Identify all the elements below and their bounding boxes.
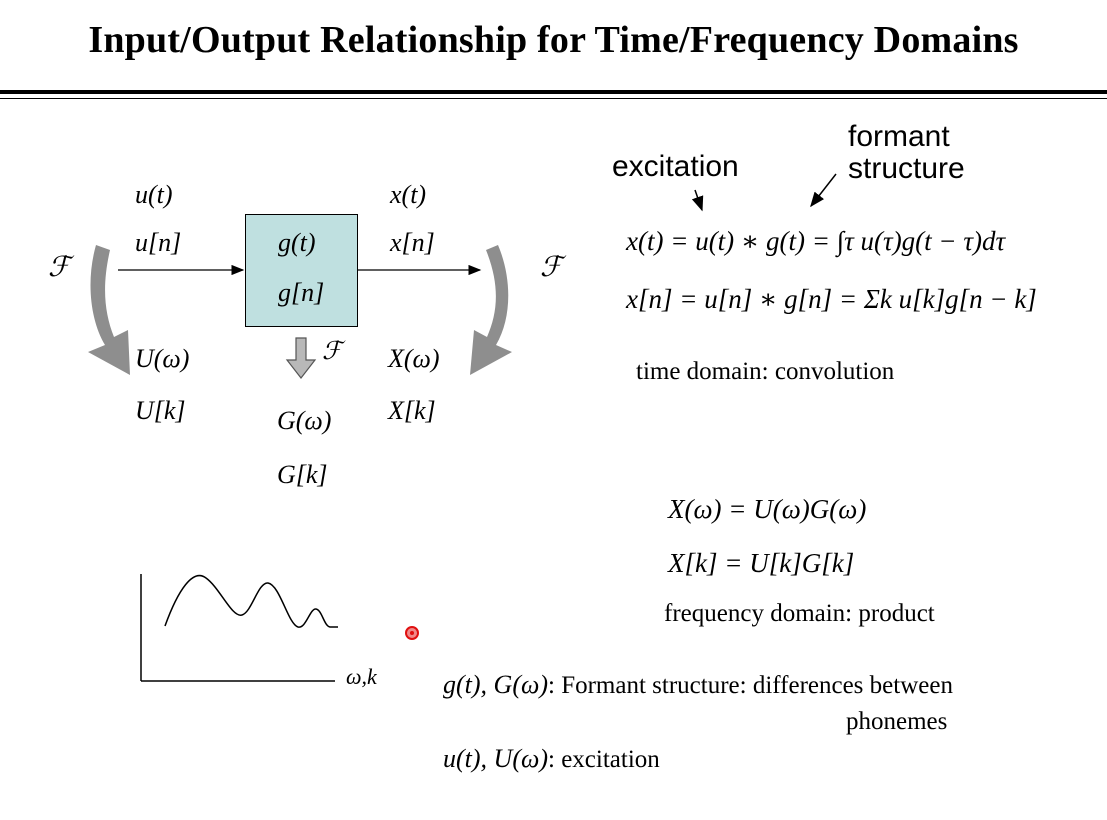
output-time-label: x(t) <box>390 180 427 209</box>
system-freq-label: G(ω) <box>277 406 332 435</box>
left-fourier-arrow-icon <box>88 245 130 375</box>
formant-note-text: : Formant structure: differences between <box>548 672 953 699</box>
title-rule-thin <box>0 98 1107 99</box>
convolution-continuous-equation: x(t) = u(t) ∗ g(t) = ∫τ u(τ)g(t − τ)dτ <box>626 226 1006 256</box>
formant-annotation-line2: structure <box>848 152 965 185</box>
output-discrete-label: x[n] <box>390 228 435 257</box>
product-continuous-equation: X(ω) = U(ω)G(ω) <box>668 494 867 524</box>
excitation-pointer-arrow <box>691 189 704 212</box>
system-discrete-label: g[n] <box>278 278 325 307</box>
excitation-note: u(t), U(ω): excitation <box>443 744 660 774</box>
right-fourier-symbol: ℱ <box>540 250 563 283</box>
formant-note-text-line2: phonemes <box>846 708 948 735</box>
left-fourier-symbol: ℱ <box>48 250 71 283</box>
plot-axis-label: ω,k <box>346 664 377 689</box>
input-time-label: u(t) <box>135 180 173 209</box>
cursor-dot-center <box>410 631 414 635</box>
formant-note-symbols: g(t), G(ω) <box>443 670 548 699</box>
title-rule-thick <box>0 90 1107 94</box>
output-freq-discrete-label: X[k] <box>388 396 436 425</box>
output-freq-label: X(ω) <box>388 344 440 373</box>
formant-annotation-line1: formant <box>848 120 950 153</box>
formant-pointer-arrow <box>810 173 837 208</box>
excitation-note-symbols: u(t), U(ω) <box>443 744 548 773</box>
input-freq-discrete-label: U[k] <box>135 396 186 425</box>
product-discrete-equation: X[k] = U[k]G[k] <box>668 548 855 578</box>
input-discrete-label: u[n] <box>135 228 182 257</box>
page-title: Input/Output Relationship for Time/Frequ… <box>88 19 1019 61</box>
convolution-discrete-equation: x[n] = u[n] ∗ g[n] = Σk u[k]g[n − k] <box>626 284 1037 314</box>
excitation-note-text: : excitation <box>548 746 660 773</box>
input-freq-label: U(ω) <box>135 344 190 373</box>
formant-note: g(t), G(ω): Formant structure: differenc… <box>443 670 953 700</box>
system-fourier-arrow-icon <box>285 337 317 379</box>
frequency-domain-caption: frequency domain: product <box>664 600 935 627</box>
system-fourier-symbol: ℱ <box>322 336 342 365</box>
time-domain-caption: time domain: convolution <box>636 358 895 385</box>
right-fourier-arrow-icon <box>470 245 512 375</box>
system-time-label: g(t) <box>278 228 316 257</box>
system-block <box>245 214 358 327</box>
excitation-annotation: excitation <box>612 150 739 183</box>
spectral-envelope-curve <box>164 574 338 628</box>
system-freq-discrete-label: G[k] <box>277 460 328 489</box>
